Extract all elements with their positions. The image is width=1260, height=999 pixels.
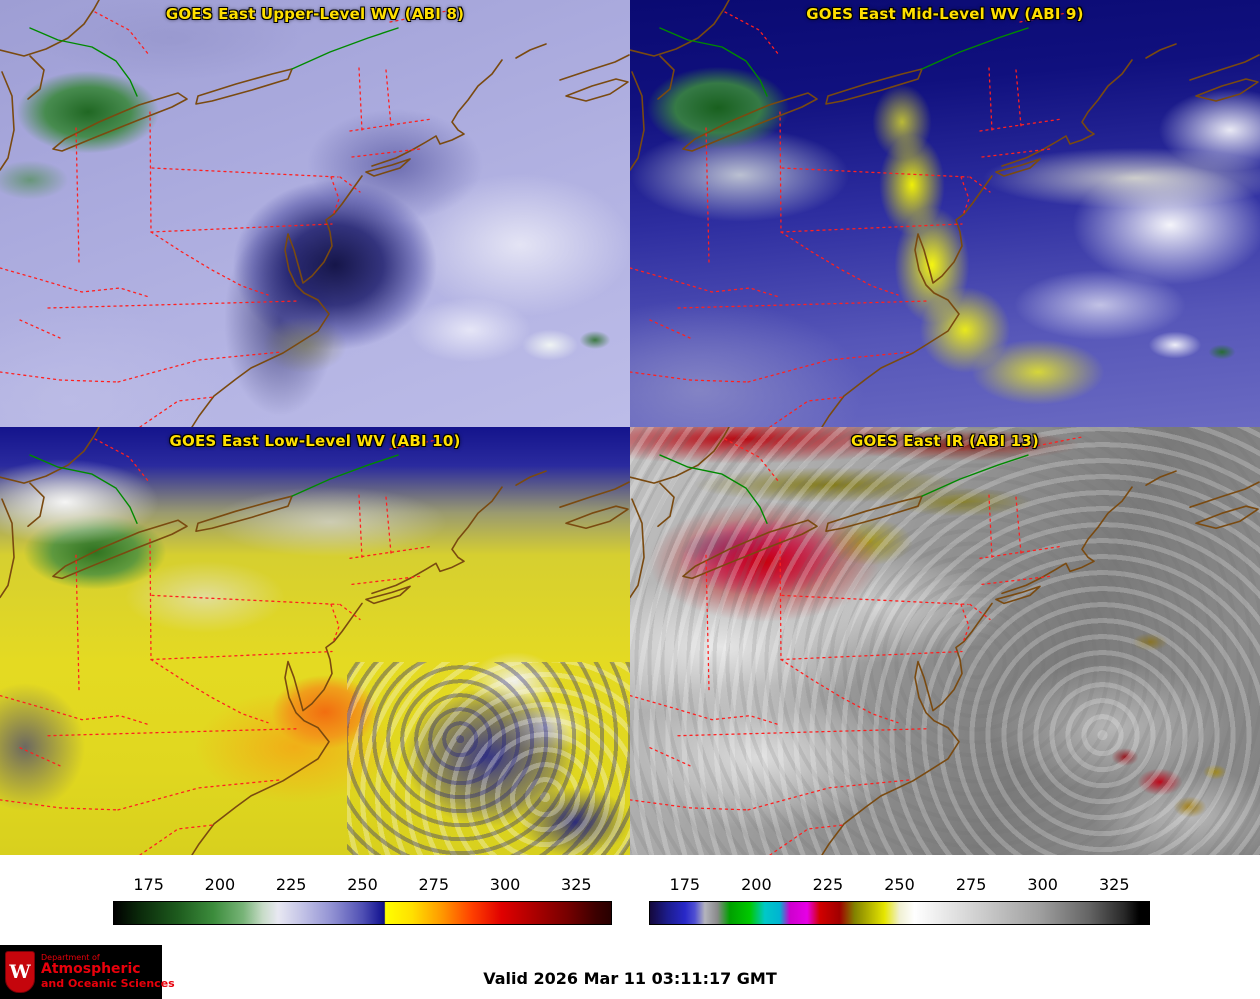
tick-label: 325 [561, 875, 592, 894]
panel-low-level-wv: GOES East Low-Level WV (ABI 10) [0, 427, 630, 855]
tick-label: 325 [1098, 875, 1130, 894]
tick-label: 250 [347, 875, 378, 894]
panel-ir: GOES East IR (ABI 13) [630, 427, 1260, 855]
logo-text: Department of Atmospheric and Oceanic Sc… [41, 952, 175, 991]
panel-title-abi9: GOES East Mid-Level WV (ABI 9) [806, 5, 1084, 23]
imagery-grid: GOES East Upper-Level WV (ABI 8) [0, 0, 1260, 855]
tick-label: 200 [204, 875, 236, 894]
colorbar-ir: 175 200 225 250 275 300 325 [649, 875, 1150, 925]
tick-label: 200 [741, 875, 772, 894]
map-overlay [0, 0, 630, 427]
logo-atmospheric-line: Atmospheric [41, 961, 141, 978]
panel-mid-level-wv: GOES East Mid-Level WV (ABI 9) [630, 0, 1260, 427]
basemap-boundaries [630, 427, 1260, 855]
tick-label: 275 [955, 875, 987, 894]
basemap-boundaries [630, 0, 1260, 427]
crest-letter: W [9, 960, 31, 983]
panel-upper-level-wv: GOES East Upper-Level WV (ABI 8) [0, 0, 630, 427]
tick-label: 175 [133, 875, 164, 894]
uw-crest-icon: W [5, 951, 35, 993]
tick-label: 275 [418, 875, 450, 894]
valid-time: Valid 2026 Mar 11 03:11:17 GMT [483, 969, 777, 988]
logo-oceanic-line: and Oceanic Sciences [41, 977, 175, 991]
panel-title-abi13: GOES East IR (ABI 13) [850, 432, 1039, 450]
colorbar-wv-gradient [113, 901, 612, 925]
map-overlay [0, 427, 630, 855]
panel-title-abi10: GOES East Low-Level WV (ABI 10) [169, 432, 461, 450]
map-overlay [630, 427, 1260, 855]
colorbar-ir-ticks: 175 200 225 250 275 300 325 [649, 875, 1150, 895]
basemap-boundaries [0, 427, 630, 855]
colorbar-wv-ticks: 175 200 225 250 275 300 325 [113, 875, 612, 895]
panel-title-abi8: GOES East Upper-Level WV (ABI 8) [165, 5, 465, 23]
colorbar-ir-gradient [649, 901, 1150, 925]
basemap-boundaries [0, 0, 630, 427]
tick-label: 175 [669, 875, 701, 894]
logo-dept-line: Department of [41, 952, 100, 962]
footer: 175 200 225 250 275 300 325 175 200 225 … [0, 855, 1260, 999]
map-overlay [630, 0, 1260, 427]
colorbar-wv: 175 200 225 250 275 300 325 [113, 875, 612, 925]
tick-label: 300 [1027, 875, 1058, 894]
tick-label: 225 [275, 875, 307, 894]
tick-label: 250 [884, 875, 915, 894]
aos-logo[interactable]: W Department of Atmospheric and Oceanic … [0, 945, 175, 999]
tick-label: 225 [812, 875, 844, 894]
tick-label: 300 [489, 875, 521, 894]
